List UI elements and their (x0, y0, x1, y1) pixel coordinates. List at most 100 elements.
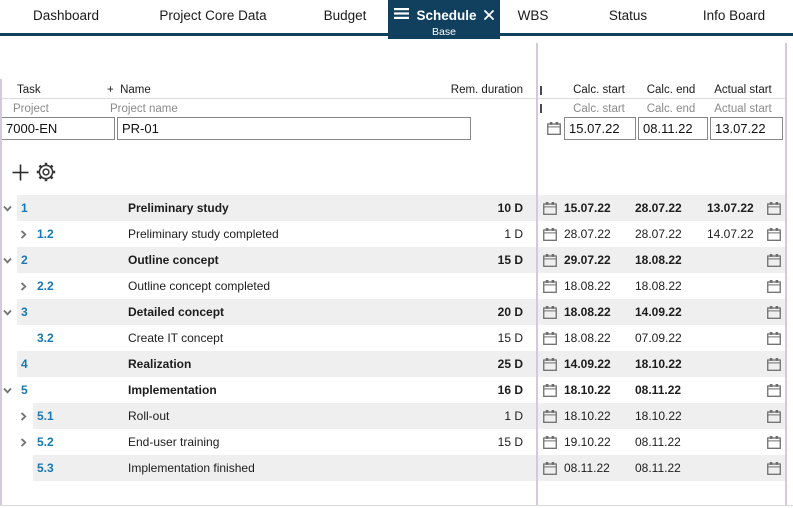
calendar-icon[interactable] (543, 201, 557, 215)
calendar-icon[interactable] (543, 305, 557, 319)
task-number[interactable]: 2.2 (37, 279, 54, 293)
task-name[interactable]: End-user training (128, 435, 220, 449)
calendar-icon[interactable] (767, 357, 781, 371)
task-rem-duration: 16 D (497, 383, 523, 397)
expand-gutter (0, 247, 17, 273)
task-number[interactable]: 5.3 (37, 461, 54, 475)
expand-gutter (0, 273, 33, 299)
tab-budget[interactable]: Budget (323, 8, 367, 23)
chevron-icon[interactable] (18, 229, 29, 240)
calendar-icon[interactable] (543, 461, 557, 475)
add-column-icon[interactable]: + (107, 84, 114, 96)
pane-split-line-right[interactable] (785, 43, 787, 505)
task-rem-duration: 1 D (504, 227, 523, 241)
task-number[interactable]: 5.1 (37, 409, 54, 423)
calendar-icon[interactable] (543, 227, 557, 241)
chevron-icon[interactable] (2, 307, 13, 318)
task-calc-start: 18.10.22 (564, 409, 611, 423)
col-header-name[interactable]: + Name (107, 84, 151, 96)
task-calc-start: 28.07.22 (564, 227, 611, 241)
task-name[interactable]: Detailed concept (128, 305, 225, 319)
task-name[interactable]: Implementation finished (128, 461, 255, 475)
calendar-icon[interactable] (767, 435, 781, 449)
col-header-calc-start[interactable]: Calc. start (573, 84, 625, 96)
tab-schedule[interactable]: Schedule Base (388, 0, 500, 39)
calendar-icon[interactable] (767, 305, 781, 319)
task-number[interactable]: 1.2 (37, 227, 54, 241)
calendar-icon[interactable] (767, 383, 781, 397)
calendar-icon[interactable] (547, 122, 561, 135)
tab-info-board[interactable]: Info Board (702, 8, 766, 23)
calendar-icon[interactable] (767, 227, 781, 241)
task-name[interactable]: Outline concept (128, 253, 219, 267)
calendar-icon[interactable] (767, 201, 781, 215)
calendar-icon[interactable] (767, 409, 781, 423)
close-icon[interactable] (483, 10, 494, 20)
task-name[interactable]: Outline concept completed (128, 279, 271, 293)
chevron-icon[interactable] (2, 203, 13, 214)
task-number[interactable]: 3.2 (37, 331, 54, 345)
pane-split-line-mid[interactable] (536, 43, 538, 505)
task-name[interactable]: Implementation (128, 383, 217, 397)
calc-start-calendar-cell (537, 435, 563, 449)
calc-start-input[interactable] (564, 117, 636, 140)
col-header-calc-end[interactable]: Calc. end (646, 84, 696, 96)
task-actual-start: 13.07.22 (707, 201, 754, 215)
task-number[interactable]: 3 (21, 305, 28, 319)
task-rem-duration: 15 D (497, 331, 523, 345)
task-calc-start: 19.10.22 (564, 435, 611, 449)
actual-start-calendar-cell (767, 331, 786, 345)
calendar-icon[interactable] (543, 435, 557, 449)
calendar-icon[interactable] (767, 331, 781, 345)
calc-start-calendar-cell (537, 305, 563, 319)
chevron-icon[interactable] (18, 411, 29, 422)
chevron-icon[interactable] (2, 255, 13, 266)
task-number[interactable]: 2 (21, 253, 28, 267)
col-header-task[interactable]: Task (17, 84, 41, 96)
add-task-button[interactable] (12, 164, 29, 181)
calendar-icon[interactable] (543, 331, 557, 345)
task-name[interactable]: Roll-out (128, 409, 170, 423)
task-number[interactable]: 5.2 (37, 435, 54, 449)
actual-start-calendar-cell (767, 383, 786, 397)
calc-end-input[interactable] (638, 117, 708, 140)
task-name[interactable]: Preliminary study completed (128, 227, 279, 241)
chevron-icon[interactable] (18, 437, 29, 448)
calendar-icon[interactable] (543, 383, 557, 397)
task-number[interactable]: 5 (21, 383, 28, 397)
actual-start-calendar-cell (767, 357, 786, 371)
clipped-column-fragment (540, 86, 542, 95)
chevron-icon[interactable] (18, 281, 29, 292)
tab-wbs[interactable]: WBS (517, 8, 549, 23)
task-rem-duration: 25 D (497, 357, 523, 371)
task-row: 2 Outline concept 15 D 29.07.22 18.08.22 (0, 247, 786, 273)
task-row: 1.2 Preliminary study completed 1 D 28.0… (0, 221, 786, 247)
task-number[interactable]: 4 (21, 357, 28, 371)
project-name-input[interactable] (117, 117, 471, 140)
project-id-input[interactable] (1, 117, 115, 140)
menu-icon[interactable] (394, 6, 410, 24)
task-row: 1 Preliminary study 10 D 15.07.22 28.07.… (0, 195, 786, 221)
task-name[interactable]: Realization (128, 357, 192, 371)
task-calc-end: 18.08.22 (635, 279, 682, 293)
chevron-icon[interactable] (2, 385, 13, 396)
calendar-icon[interactable] (767, 253, 781, 267)
task-name[interactable]: Preliminary study (128, 201, 229, 215)
gear-icon[interactable] (36, 162, 56, 182)
calendar-icon[interactable] (767, 279, 781, 293)
active-tab-label: Schedule (416, 7, 477, 23)
actual-start-input[interactable] (710, 117, 783, 140)
calendar-icon[interactable] (543, 409, 557, 423)
calendar-icon[interactable] (543, 357, 557, 371)
task-name[interactable]: Create IT concept (128, 331, 224, 345)
task-number[interactable]: 1 (21, 201, 28, 215)
calendar-icon[interactable] (767, 461, 781, 475)
calendar-icon[interactable] (543, 253, 557, 267)
tab-dashboard[interactable]: Dashboard (32, 8, 100, 23)
calendar-icon[interactable] (543, 279, 557, 293)
tab-project-core-data[interactable]: Project Core Data (159, 8, 267, 23)
col-header-actual-start[interactable]: Actual start (714, 84, 772, 96)
col-header-rem-duration[interactable]: Rem. duration (450, 84, 523, 96)
tab-status[interactable]: Status (608, 8, 648, 23)
